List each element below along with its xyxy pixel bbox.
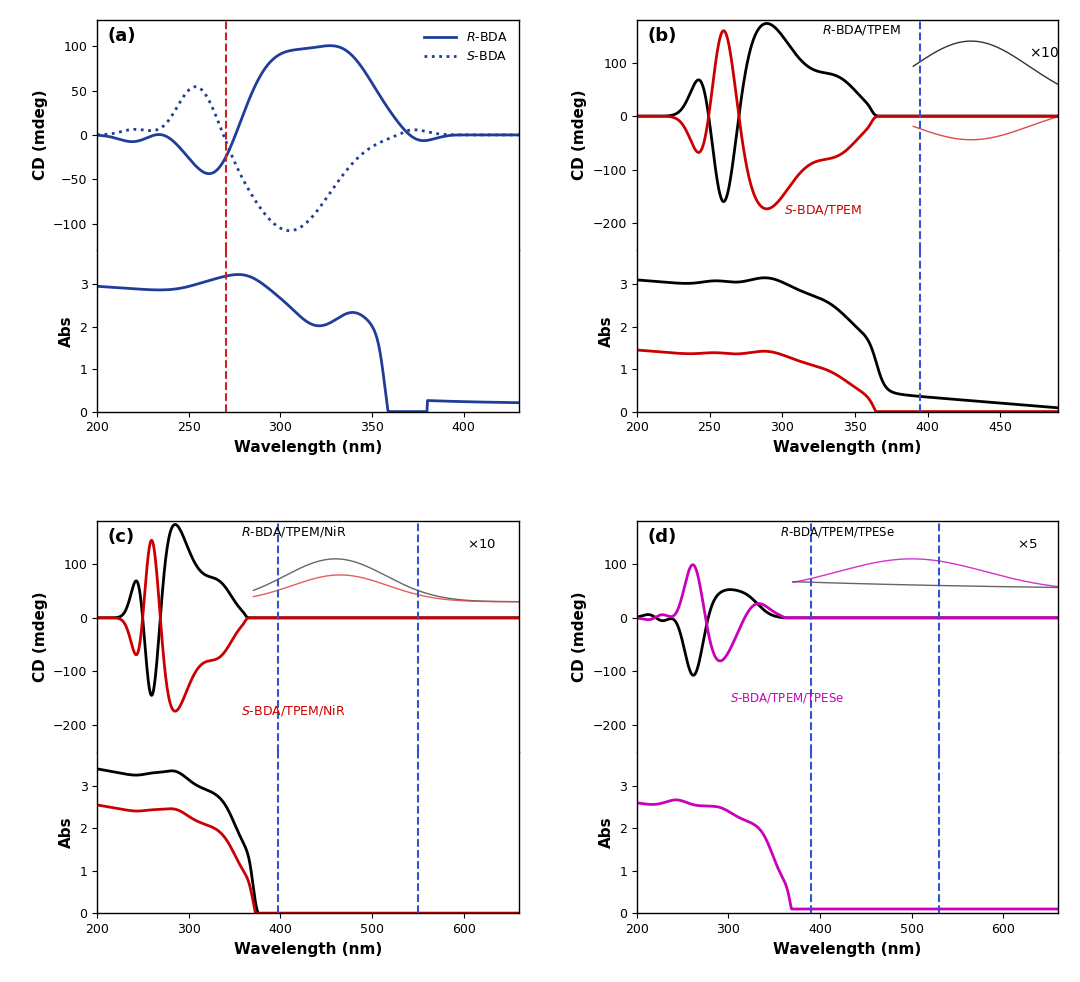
Legend: $R$-BDA, $S$-BDA: $R$-BDA, $S$-BDA xyxy=(419,26,513,68)
Text: (b): (b) xyxy=(647,27,677,44)
Y-axis label: CD (mdeg): CD (mdeg) xyxy=(572,591,588,682)
X-axis label: Wavelength (nm): Wavelength (nm) xyxy=(773,440,921,455)
Text: $S$-BDA/TPEM/NiR: $S$-BDA/TPEM/NiR xyxy=(241,703,346,719)
X-axis label: Wavelength (nm): Wavelength (nm) xyxy=(234,440,382,455)
Text: (a): (a) xyxy=(108,27,136,44)
Y-axis label: Abs: Abs xyxy=(59,817,73,848)
Text: $R$-BDA/TPEM: $R$-BDA/TPEM xyxy=(822,23,901,37)
Y-axis label: CD (mdeg): CD (mdeg) xyxy=(32,89,48,180)
Y-axis label: CD (mdeg): CD (mdeg) xyxy=(32,591,48,682)
X-axis label: Wavelength (nm): Wavelength (nm) xyxy=(234,942,382,956)
X-axis label: Wavelength (nm): Wavelength (nm) xyxy=(773,942,921,956)
Text: $\times$5: $\times$5 xyxy=(1017,538,1037,552)
Text: $\times$10: $\times$10 xyxy=(467,538,496,552)
Text: $R$-BDA/TPEM/TPESe: $R$-BDA/TPEM/TPESe xyxy=(780,524,895,539)
Text: (d): (d) xyxy=(647,528,676,546)
Text: (c): (c) xyxy=(108,528,135,546)
Text: $S$-BDA/TPEM/TPESe: $S$-BDA/TPEM/TPESe xyxy=(730,690,843,705)
Text: $S$-BDA/TPEM: $S$-BDA/TPEM xyxy=(784,203,863,217)
Y-axis label: Abs: Abs xyxy=(598,315,613,347)
Y-axis label: Abs: Abs xyxy=(598,817,613,848)
Text: $\times$10: $\times$10 xyxy=(1029,46,1059,61)
Text: $R$-BDA/TPEM/NiR: $R$-BDA/TPEM/NiR xyxy=(241,523,346,539)
Y-axis label: Abs: Abs xyxy=(59,315,73,347)
Y-axis label: CD (mdeg): CD (mdeg) xyxy=(572,89,588,180)
